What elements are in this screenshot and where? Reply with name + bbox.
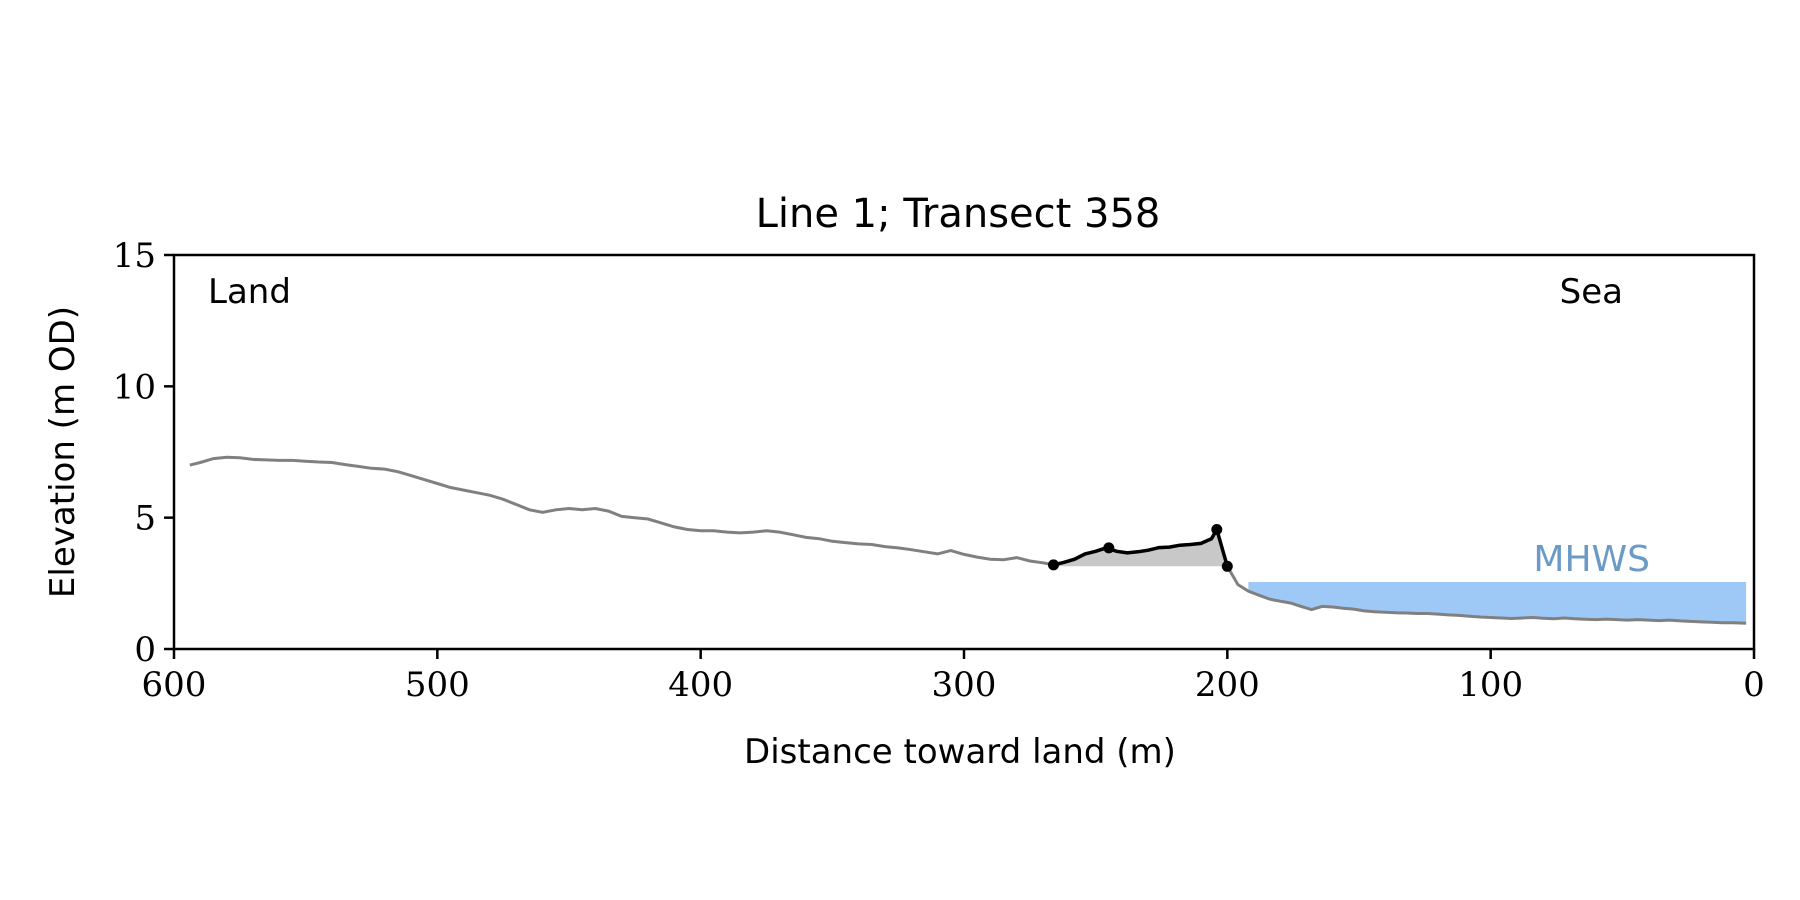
feature-fill (1053, 529, 1228, 567)
feature-marker (1211, 524, 1223, 535)
y-tick-label: 5 (134, 499, 156, 539)
y-tick-label: 15 (113, 236, 156, 276)
feature-line (1053, 525, 1229, 567)
feature-marker (1221, 560, 1233, 572)
mhws-label: MHWS (1533, 539, 1650, 580)
x-tick-label: 300 (932, 665, 997, 705)
y-axis: 0 5 10 15 (113, 236, 174, 670)
x-tick-label: 0 (1743, 665, 1765, 705)
x-tick-label: 100 (1458, 665, 1523, 705)
x-axis-label: Distance toward land (m) (744, 732, 1176, 772)
feature-marker (1048, 559, 1059, 571)
x-axis: 600 500 400 300 200 100 0 (142, 649, 1765, 705)
y-tick-label: 10 (113, 367, 156, 407)
x-tick-label: 400 (668, 665, 733, 705)
y-axis-label: Elevation (m OD) (43, 306, 83, 598)
x-tick-label: 600 (142, 665, 207, 705)
mhws-water-fill (1248, 582, 1747, 624)
chart-title: Line 1; Transect 358 (756, 191, 1161, 237)
feature-markers (1048, 524, 1233, 572)
land-label: Land (208, 272, 291, 312)
sea-label: Sea (1560, 272, 1623, 312)
y-tick-label: 0 (134, 630, 156, 670)
x-tick-label: 500 (405, 665, 470, 705)
x-tick-label: 200 (1195, 665, 1260, 705)
feature-marker (1103, 542, 1115, 554)
plot-area (189, 455, 1747, 625)
